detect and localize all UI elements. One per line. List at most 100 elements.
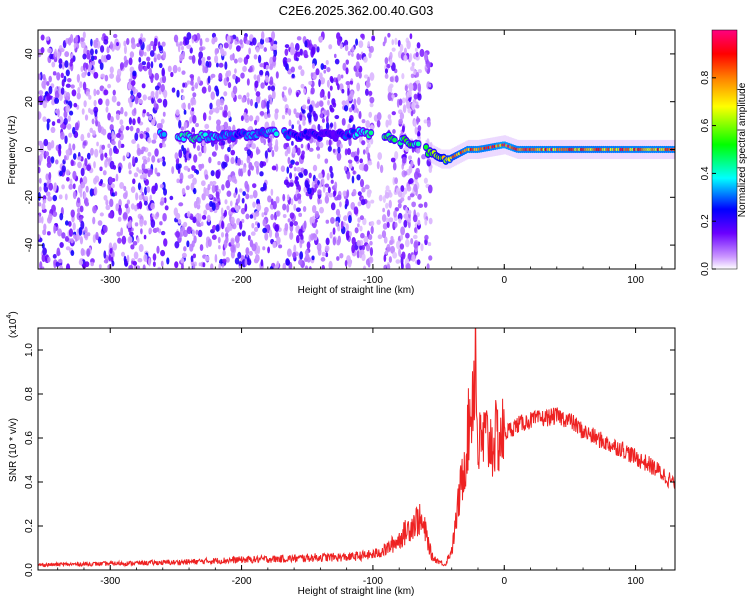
snr-series-line	[38, 328, 675, 568]
spectrogram-cell	[343, 215, 348, 222]
spectrogram-cell	[344, 203, 348, 210]
spectrogram-cell	[264, 206, 269, 213]
spectrogram-cell	[293, 244, 297, 253]
spectrogram-cell	[138, 169, 143, 174]
spectrogram-cell	[114, 148, 119, 155]
spectrogram-cell	[365, 258, 370, 266]
spectrogram-cell	[417, 131, 421, 137]
spectrogram-cell	[156, 53, 162, 61]
spectrogram-cell	[383, 236, 388, 244]
spectrogram-cell	[244, 180, 249, 189]
spectrogram-cell	[39, 147, 43, 153]
spectrogram-cell	[107, 264, 112, 269]
spectrogram-cell	[391, 39, 395, 46]
spectrogram-cell	[362, 149, 366, 155]
spectrogram-cell	[181, 102, 187, 110]
spectrogram-cell	[316, 242, 322, 252]
spectrogram-cell	[314, 210, 320, 219]
spectrogram-cell	[125, 59, 129, 66]
spectrogram-cell	[51, 121, 56, 127]
ridge-cell	[423, 144, 429, 150]
spectrogram-cell	[214, 85, 219, 92]
y-tick-label: 0.8	[24, 387, 35, 401]
spectrogram-cell	[262, 218, 267, 227]
spectrogram-cell	[60, 72, 64, 79]
spectrogram-cell	[54, 48, 57, 58]
spectrogram-cell	[50, 139, 55, 149]
spectrogram-cell	[355, 61, 360, 70]
spectrogram-cell	[246, 149, 252, 156]
spectrogram-cell	[288, 119, 292, 127]
spectrogram-cell	[93, 186, 98, 196]
spectrogram-cell	[105, 200, 109, 206]
spectrogram-cell	[392, 128, 396, 134]
spectrogram-cell	[220, 207, 224, 217]
spectrogram-cell	[246, 78, 250, 86]
spectrogram-cell	[252, 190, 258, 199]
spectrogram-cell	[215, 202, 220, 208]
spectrogram-cell	[407, 209, 412, 215]
spectrogram-cell	[215, 224, 220, 232]
spectrogram-cell	[99, 166, 103, 172]
spectrogram-cell	[101, 144, 106, 150]
spectrogram-cell	[96, 141, 99, 147]
spectrogram-cell	[70, 249, 75, 256]
spectrogram-cell	[143, 159, 148, 165]
spectrogram-cell	[146, 56, 151, 62]
spectrogram-cell	[101, 128, 107, 136]
spectrogram-cell	[93, 161, 96, 169]
spectrogram-cell	[361, 253, 366, 262]
spectrogram-cell	[48, 171, 52, 181]
spectrogram-cell	[328, 260, 333, 269]
spectrogram-cell	[311, 204, 317, 214]
spectrogram-cell	[386, 221, 390, 229]
spectrogram-cell	[204, 123, 210, 130]
spectrogram-cell	[103, 225, 108, 233]
spectrogram-cell	[138, 62, 143, 72]
spectrogram-cell	[262, 182, 267, 191]
spectrogram-cell	[103, 39, 109, 45]
spectrogram-cell	[73, 43, 77, 49]
spectrogram-cell	[411, 62, 415, 67]
spectrogram-cell	[90, 147, 94, 156]
spectrogram-cell	[56, 72, 61, 81]
spectrogram-cell	[90, 55, 95, 62]
spectrogram-cell	[181, 95, 186, 101]
spectrogram-cell	[397, 202, 402, 209]
spectrogram-cell	[275, 210, 281, 217]
spectrogram-cell	[193, 201, 198, 209]
spectrogram-cell	[297, 199, 302, 205]
spectrogram-cell	[161, 67, 165, 77]
spectrogram-cell	[363, 164, 369, 172]
spectrogram-cell	[284, 44, 290, 49]
spectrogram-cell	[255, 91, 261, 97]
spectrogram-cell	[225, 256, 230, 263]
spectrogram-cell	[424, 219, 428, 226]
spectrogram-cell	[56, 51, 61, 60]
spectrogram-cell	[367, 40, 371, 48]
snr-scale-exponent: 4	[6, 315, 13, 319]
spectrogram-cell	[399, 243, 405, 250]
spectrogram-cell	[61, 232, 66, 239]
spectrogram-cell	[386, 244, 391, 253]
spectrogram-cell	[195, 122, 199, 128]
spectrogram-cell	[321, 264, 325, 269]
spectrogram-cell	[147, 151, 152, 157]
spectrogram-cell	[427, 242, 432, 247]
spectrogram-cell	[399, 112, 405, 120]
spectrogram-cell	[320, 77, 326, 85]
spectrogram-cell	[236, 77, 241, 83]
spectrogram-cell	[285, 63, 289, 72]
spectrogram-cell	[245, 248, 249, 258]
spectrogram-cell	[221, 220, 225, 230]
spectrogram-cell	[93, 99, 97, 107]
spectrogram-cell	[43, 138, 49, 147]
spectrogram-cell	[52, 211, 58, 218]
spectrogram-cell	[317, 180, 320, 186]
spectrogram-cell	[100, 152, 104, 161]
spectrogram-cell	[259, 111, 265, 116]
spectrogram-cell	[148, 115, 153, 121]
spectrogram-cell	[85, 185, 89, 193]
spectrogram-cell	[116, 101, 121, 107]
spectrogram-cell	[83, 141, 87, 146]
